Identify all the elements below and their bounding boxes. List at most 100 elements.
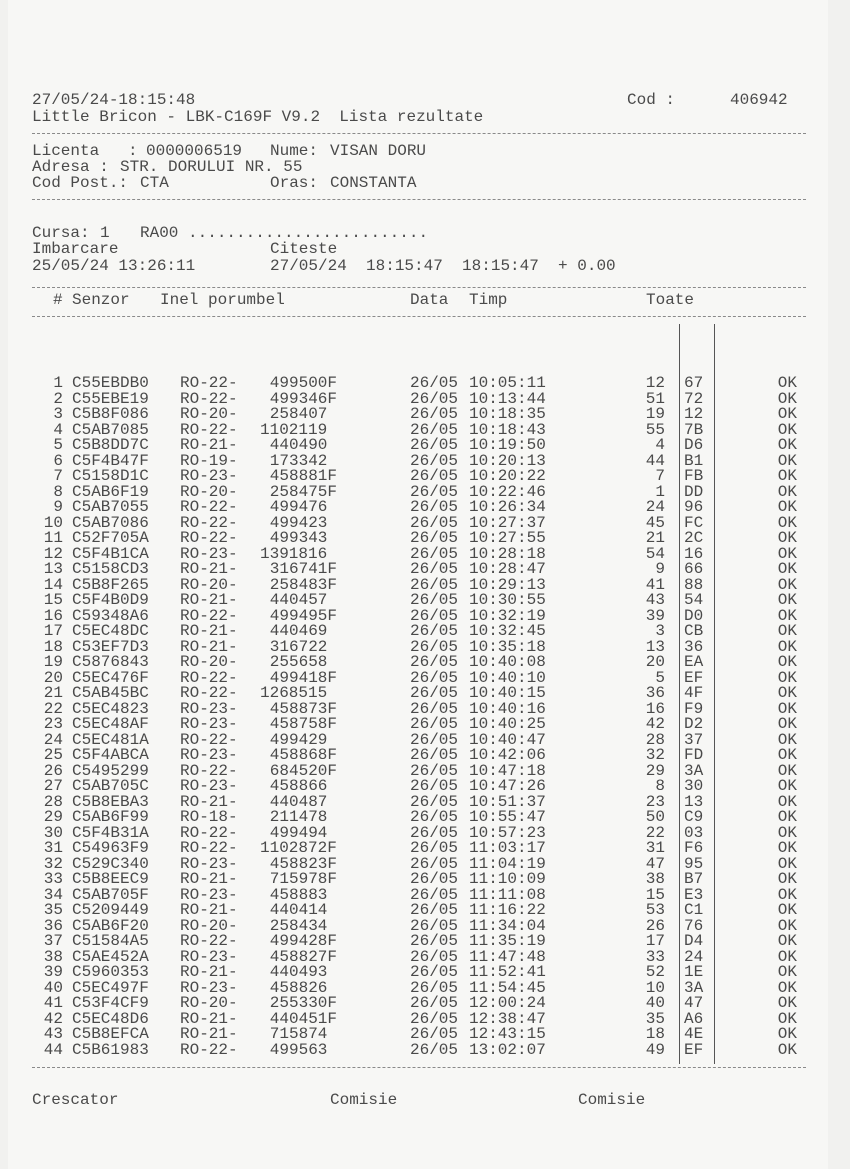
imbarcare-value: 25/05/24 13:26:11 xyxy=(32,257,196,275)
col-inel: Inel porumbel xyxy=(160,291,285,309)
cell-pts: 17 xyxy=(645,932,665,950)
table-row: 32 C529C340 RO-23- 458823F 26/05 11:04:19 47 95… xyxy=(0,856,850,872)
cell-hex: 13 xyxy=(684,792,704,811)
cell-status: OK xyxy=(777,839,797,857)
cell-hex: FB xyxy=(684,467,704,485)
cod-post-label: Cod Post.: xyxy=(32,174,129,192)
cell-pts: 24 xyxy=(645,498,665,516)
cell-hex: 66 xyxy=(684,560,704,578)
cell-num: 13 xyxy=(43,560,63,578)
cell-senzor: C5209449 xyxy=(72,901,149,919)
cell-ring: 255330F xyxy=(269,994,338,1012)
table-row: 40 C5EC497F RO-23- 458826 26/05 11:54:45 10 3A O… xyxy=(0,980,850,996)
cell-hex: D0 xyxy=(684,606,704,625)
cell-data: 26/05 xyxy=(410,994,459,1012)
cell-senzor: C59348A6 xyxy=(72,606,149,625)
cell-prefix: RO-22- xyxy=(180,823,238,842)
col-num: # xyxy=(53,291,63,309)
table-row: 30 C5F4B31A RO-22- 499494 26/05 10:57:23 22 03 O… xyxy=(0,825,850,841)
table-row: 10 C5AB7086 RO-22- 499423 26/05 10:27:37 45 FC O… xyxy=(0,515,850,531)
cell-status: OK xyxy=(777,792,797,811)
cell-num: 3 xyxy=(53,405,63,423)
cell-prefix: RO-20- xyxy=(180,482,238,501)
cell-data: 26/05 xyxy=(410,591,459,609)
cell-prefix: RO-22- xyxy=(180,730,238,749)
cell-status: OK xyxy=(777,1025,797,1043)
cell-timp: 10:13:44 xyxy=(469,389,546,408)
cell-prefix: RO-20- xyxy=(180,653,238,671)
cell-num: 40 xyxy=(43,978,63,997)
oras-value: CONSTANTA xyxy=(330,174,417,192)
cell-ring: 258434 xyxy=(269,916,328,935)
cell-status: OK xyxy=(777,482,797,501)
cell-pts: 45 xyxy=(645,513,665,532)
cell-ring: 1391816 xyxy=(260,544,328,563)
cell-data: 26/05 xyxy=(410,792,459,811)
cell-pts: 53 xyxy=(645,901,665,919)
cell-pts: 9 xyxy=(655,560,665,578)
cell-status: OK xyxy=(777,947,797,966)
licenta-value: 0000006519 xyxy=(146,142,243,160)
cell-ring: 499563 xyxy=(269,1040,328,1059)
cell-ring: 255658 xyxy=(269,653,328,671)
cell-data: 26/05 xyxy=(410,420,459,439)
cell-hex: 4F xyxy=(684,684,704,702)
cell-timp: 10:28:47 xyxy=(469,560,546,578)
adresa-label: Adresa : xyxy=(32,158,109,176)
table-row: 21 C5AB45BC RO-22- 1268515 26/05 10:40:15 36 4F… xyxy=(0,685,850,701)
cell-pts: 15 xyxy=(645,885,665,904)
cell-status: OK xyxy=(777,761,797,780)
cell-status: OK xyxy=(777,916,797,935)
cell-data: 26/05 xyxy=(410,529,459,547)
cell-senzor: C5EC48D6 xyxy=(72,1009,149,1028)
table-row: 26 C5495299 RO-22- 684520F 26/05 10:47:18 29 3A… xyxy=(0,763,850,779)
table-row: 34 C5AB705F RO-23- 458883 26/05 11:11:08 15 E3 O… xyxy=(0,887,850,903)
cell-senzor: C55EBE19 xyxy=(72,389,149,408)
table-row: 9 C5AB7055 RO-22- 499476 26/05 10:26:34 24 96 OK xyxy=(0,499,850,515)
cell-pts: 33 xyxy=(645,947,665,966)
cell-data: 26/05 xyxy=(410,637,459,656)
cell-timp: 11:35:19 xyxy=(469,932,546,950)
cell-timp: 11:47:48 xyxy=(469,947,546,966)
cell-senzor: C5EC476F xyxy=(72,668,149,687)
cell-senzor: C5F4B0D9 xyxy=(72,591,149,609)
cell-timp: 10:35:18 xyxy=(469,637,546,656)
cell-ring: 1268515 xyxy=(260,684,328,702)
cell-prefix: RO-22- xyxy=(180,374,238,392)
cell-senzor: C5B8DD7C xyxy=(72,436,149,454)
cell-num: 33 xyxy=(43,870,63,888)
cell-prefix: RO-21- xyxy=(180,637,238,656)
cell-pts: 36 xyxy=(645,684,665,702)
cell-timp: 11:03:17 xyxy=(469,839,546,857)
cell-senzor: C5B8EFCA xyxy=(72,1025,149,1043)
table-row: 17 C5EC48DC RO-21- 440469 26/05 10:32:45 3 CB OK xyxy=(0,623,850,639)
cell-hex: 47 xyxy=(684,994,704,1012)
cod-value: 406942 xyxy=(730,91,788,109)
cell-timp: 10:55:47 xyxy=(469,808,546,826)
cell-ring: 316741F xyxy=(269,560,338,578)
comisie-signature-label-2: Comisie xyxy=(578,1091,646,1109)
cell-ring: 458883 xyxy=(269,885,328,904)
cell-prefix: RO-23- xyxy=(180,467,238,485)
cell-num: 19 xyxy=(43,653,63,671)
cell-ring: 458827F xyxy=(269,947,338,966)
cell-num: 31 xyxy=(43,839,63,857)
cell-ring: 440457 xyxy=(269,591,328,609)
cell-num: 39 xyxy=(43,963,63,981)
cell-prefix: RO-22- xyxy=(180,513,238,532)
cell-status: OK xyxy=(777,374,797,392)
cell-data: 26/05 xyxy=(410,823,459,842)
cell-hex: 2C xyxy=(684,529,704,547)
cell-senzor: C5EC48DC xyxy=(72,622,149,640)
cell-status: OK xyxy=(777,823,797,842)
cell-hex: EA xyxy=(684,653,704,671)
cell-prefix: RO-22- xyxy=(180,932,238,950)
cell-prefix: RO-21- xyxy=(180,436,238,454)
cell-data: 26/05 xyxy=(410,606,459,625)
cell-timp: 10:47:26 xyxy=(469,777,546,795)
table-row: 43 C5B8EFCA RO-21- 715874 26/05 12:43:15 18 4E O… xyxy=(0,1026,850,1042)
cell-prefix: RO-22- xyxy=(180,420,238,439)
cell-data: 26/05 xyxy=(410,916,459,935)
cod-label: Cod : xyxy=(627,91,676,109)
printed-page xyxy=(8,0,828,1169)
